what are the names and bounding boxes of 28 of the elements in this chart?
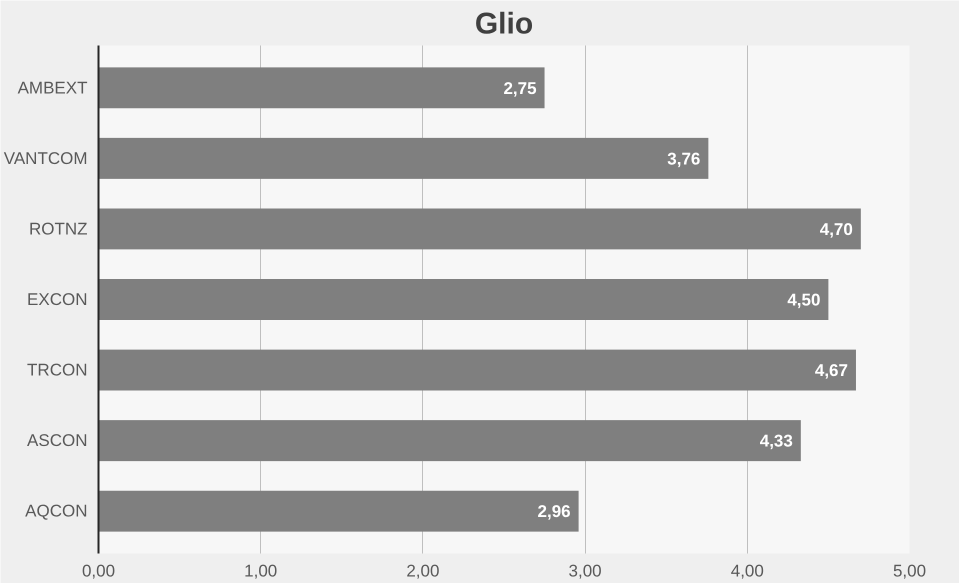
data-label: 4,50: [787, 290, 820, 310]
bar: [98, 490, 579, 532]
y-tick-label: AQCON: [25, 502, 88, 521]
bar: [98, 420, 801, 462]
data-label: 4,67: [814, 361, 848, 380]
chart-title: Glio: [474, 8, 534, 40]
y-tick-label: ASCON: [27, 431, 88, 450]
x-tick-label: 3,00: [568, 562, 602, 580]
data-label: 2,75: [503, 78, 537, 98]
data-label: 3,76: [667, 149, 700, 168]
data-label: 4,33: [760, 432, 793, 451]
bar: [98, 67, 545, 108]
bar: [98, 138, 708, 179]
x-tick-label: 4,00: [730, 562, 764, 580]
y-tick-label: AMBEXT: [18, 78, 88, 98]
data-label: 4,70: [820, 220, 853, 239]
bar: [98, 350, 856, 391]
x-tick-label: 5,00: [892, 562, 926, 580]
bar: [98, 208, 861, 250]
x-tick-label: 1,00: [244, 562, 278, 580]
y-tick-label: EXCON: [27, 290, 88, 309]
bar: [98, 279, 828, 320]
y-tick-label: ROTNZ: [28, 219, 88, 238]
x-tick-label: 0,00: [82, 562, 116, 580]
y-tick-label: VANTCOM: [4, 148, 88, 168]
x-tick-label: 2,00: [406, 562, 440, 580]
data-label: 2,96: [538, 502, 571, 522]
y-tick-label: TRCON: [27, 360, 88, 380]
